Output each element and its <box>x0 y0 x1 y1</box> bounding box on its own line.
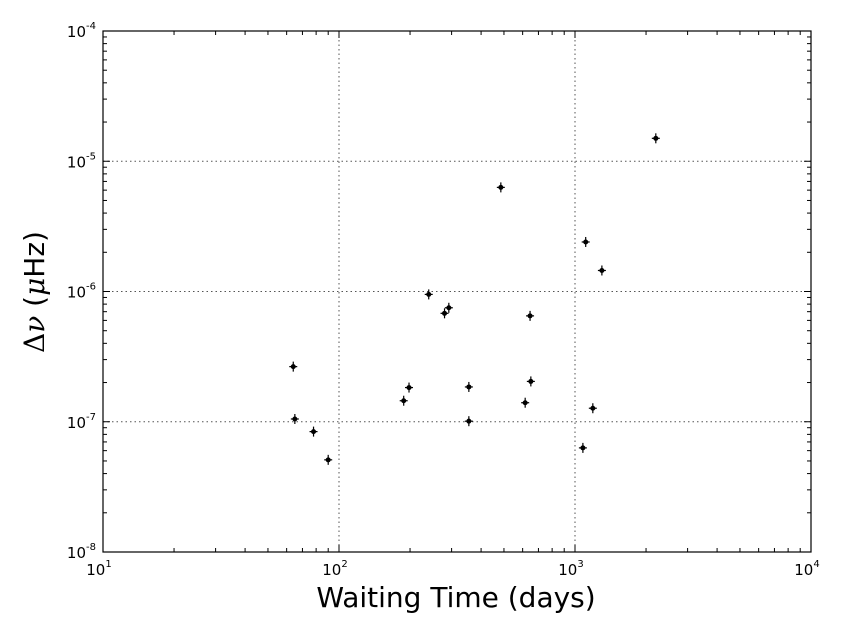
y-axis-label: Δν (μHz) <box>18 231 51 353</box>
plot-area-frame <box>102 30 812 553</box>
x-tick-label: 102 <box>322 559 347 579</box>
data-point <box>290 413 299 424</box>
x-tick-label: 101 <box>86 559 111 579</box>
data-point <box>526 310 535 321</box>
data-point <box>464 416 473 427</box>
data-point <box>405 382 414 393</box>
data-point <box>496 182 505 193</box>
y-tick-labels: 10-8 10-7 10-6 10-5 10-4 <box>67 21 96 562</box>
data-point <box>324 454 333 465</box>
data-point <box>440 308 449 319</box>
data-point <box>399 395 408 406</box>
x-tick-label: 103 <box>558 559 583 579</box>
data-point <box>464 381 473 392</box>
data-point <box>424 289 433 300</box>
x-tick-label: 104 <box>794 559 819 579</box>
data-point <box>521 397 530 408</box>
y-tick-label: 10-7 <box>67 412 96 432</box>
data-point <box>578 442 587 453</box>
data-point <box>526 376 535 387</box>
grid-lines <box>103 31 811 552</box>
data-points <box>289 133 660 465</box>
data-point <box>651 133 660 144</box>
axis-ticks <box>102 30 812 553</box>
y-tick-label: 10-4 <box>67 21 96 41</box>
data-point <box>289 361 298 372</box>
data-point <box>309 426 318 437</box>
data-point <box>444 302 453 313</box>
data-point <box>581 236 590 247</box>
y-tick-label: 10-6 <box>67 282 96 302</box>
data-point <box>597 265 606 276</box>
x-axis-label: Waiting Time (days) <box>316 581 595 614</box>
y-tick-label: 10-8 <box>67 542 96 562</box>
data-point <box>588 403 597 414</box>
x-tick-labels: 101 102 103 104 <box>86 559 819 579</box>
y-tick-label: 10-5 <box>67 151 96 171</box>
